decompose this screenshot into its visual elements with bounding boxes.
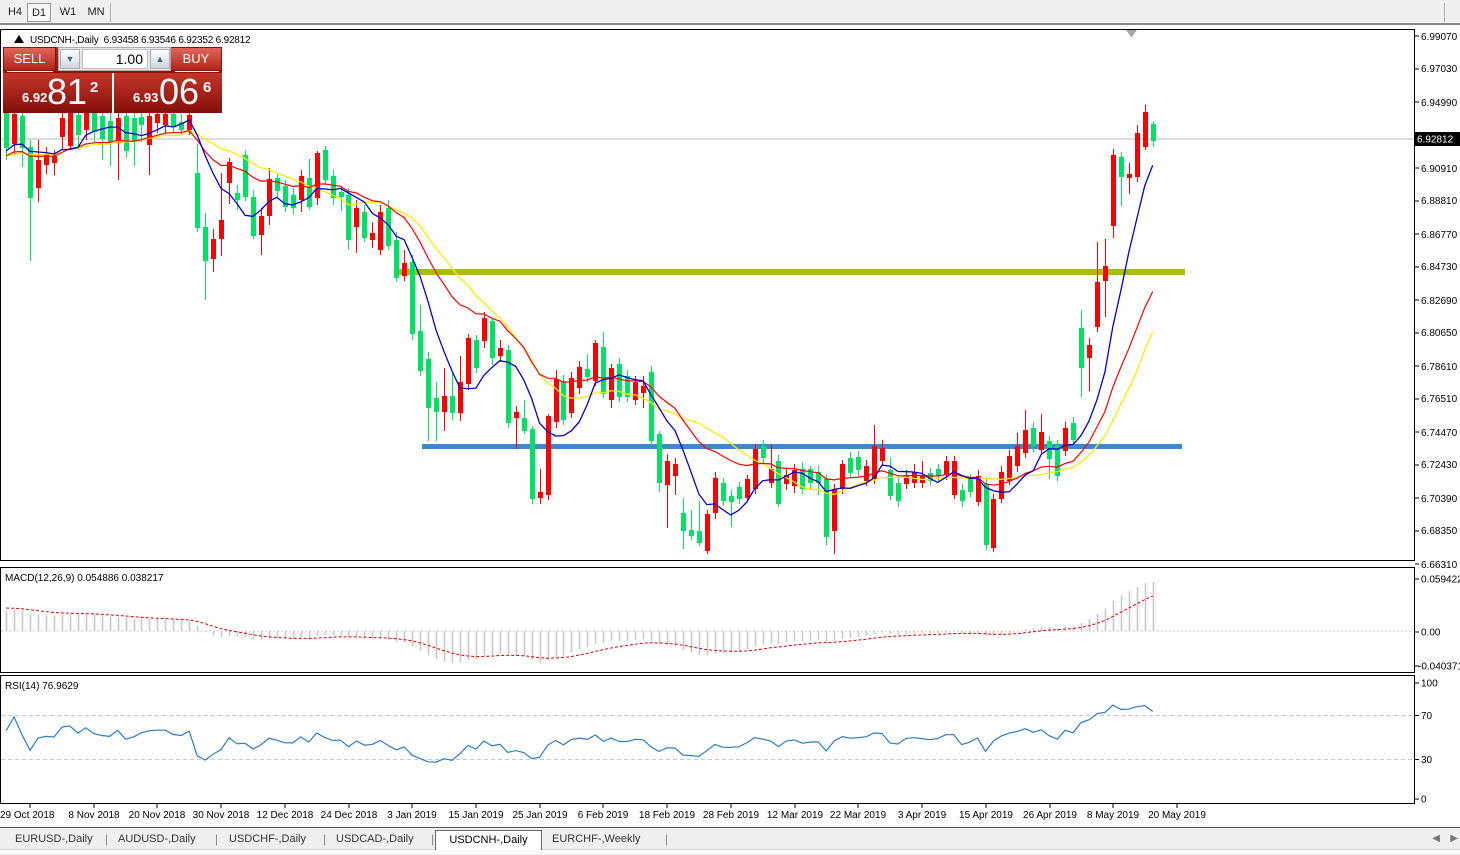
svg-text:6.82690: 6.82690 xyxy=(1421,296,1458,307)
svg-text:26 Apr 2019: 26 Apr 2019 xyxy=(1023,810,1077,821)
svg-text:15 Apr 2019: 15 Apr 2019 xyxy=(959,810,1013,821)
svg-text:6.72430: 6.72430 xyxy=(1421,460,1458,471)
svg-text:18 Feb 2019: 18 Feb 2019 xyxy=(639,810,696,821)
svg-text:22 Mar 2019: 22 Mar 2019 xyxy=(830,810,887,821)
svg-text:6.88810: 6.88810 xyxy=(1421,196,1458,207)
svg-text:MACD(12,26,9) 0.054886 0.03821: MACD(12,26,9) 0.054886 0.038217 xyxy=(5,573,164,584)
svg-text:12 Mar 2019: 12 Mar 2019 xyxy=(767,810,824,821)
svg-text:30 Nov 2018: 30 Nov 2018 xyxy=(193,810,250,821)
svg-text:USDCNH-,Daily 6.93458 6.93546: USDCNH-,Daily 6.93458 6.93546 6.92352 6.… xyxy=(30,35,251,46)
svg-text:6.94990: 6.94990 xyxy=(1421,98,1458,109)
svg-text:6.68350: 6.68350 xyxy=(1421,526,1458,537)
svg-text:28 Feb 2019: 28 Feb 2019 xyxy=(703,810,760,821)
svg-text:15 Jan 2019: 15 Jan 2019 xyxy=(448,810,503,821)
svg-text:6.78610: 6.78610 xyxy=(1421,362,1458,373)
svg-text:25 Jan 2019: 25 Jan 2019 xyxy=(512,810,567,821)
svg-text:29 Oct 2018: 29 Oct 2018 xyxy=(0,810,55,821)
svg-text:RSI(14) 76.9629: RSI(14) 76.9629 xyxy=(5,681,79,692)
svg-text:30: 30 xyxy=(1421,755,1433,766)
svg-text:3 Jan 2019: 3 Jan 2019 xyxy=(387,810,437,821)
svg-text:0.059422: 0.059422 xyxy=(1421,575,1460,586)
svg-text:20 Nov 2018: 20 Nov 2018 xyxy=(129,810,186,821)
svg-text:0.00: 0.00 xyxy=(1421,628,1441,639)
svg-text:100: 100 xyxy=(1421,679,1438,690)
svg-text:8 May 2019: 8 May 2019 xyxy=(1087,810,1140,821)
svg-text:12 Dec 2018: 12 Dec 2018 xyxy=(257,810,314,821)
svg-text:0: 0 xyxy=(1421,795,1427,806)
svg-text:6.97030: 6.97030 xyxy=(1421,64,1458,75)
svg-text:-0.040371: -0.040371 xyxy=(1418,662,1460,673)
svg-text:6.84730: 6.84730 xyxy=(1421,262,1458,273)
svg-text:6.99070: 6.99070 xyxy=(1421,32,1458,43)
svg-text:6.66310: 6.66310 xyxy=(1421,560,1458,571)
svg-text:70: 70 xyxy=(1421,711,1433,722)
svg-text:8 Nov 2018: 8 Nov 2018 xyxy=(68,810,120,821)
svg-text:6.76510: 6.76510 xyxy=(1421,394,1458,405)
svg-text:6.70390: 6.70390 xyxy=(1421,494,1458,505)
svg-text:6 Feb 2019: 6 Feb 2019 xyxy=(578,810,629,821)
svg-text:24 Dec 2018: 24 Dec 2018 xyxy=(321,810,378,821)
svg-text:6.92812: 6.92812 xyxy=(1417,135,1454,146)
svg-text:6.86770: 6.86770 xyxy=(1421,230,1458,241)
svg-text:6.80650: 6.80650 xyxy=(1421,328,1458,339)
svg-text:3 Apr 2019: 3 Apr 2019 xyxy=(898,810,947,821)
svg-text:20 May 2019: 20 May 2019 xyxy=(1148,810,1206,821)
svg-text:6.74470: 6.74470 xyxy=(1421,428,1458,439)
svg-text:6.90910: 6.90910 xyxy=(1421,164,1458,175)
